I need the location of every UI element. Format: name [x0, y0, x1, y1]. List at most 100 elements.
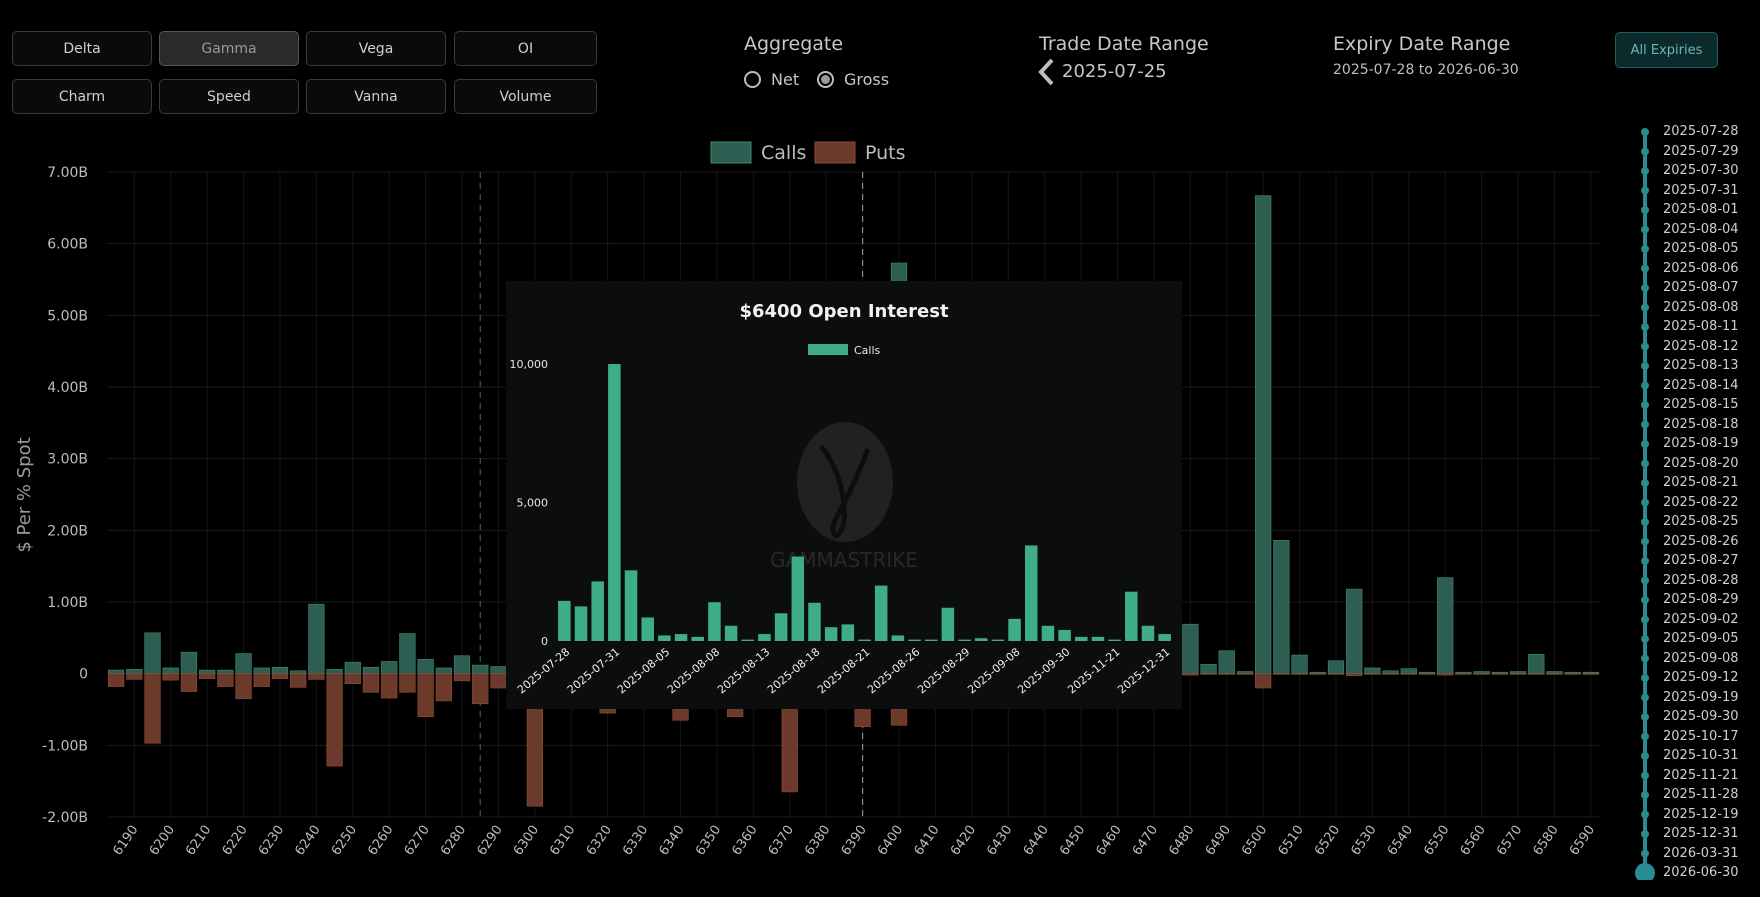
timeline-dot[interactable] — [1641, 245, 1649, 253]
timeline-dot[interactable] — [1641, 498, 1649, 507]
timeline-dot[interactable] — [1641, 654, 1649, 663]
timeline-dot[interactable] — [1641, 596, 1649, 604]
timeline-dot[interactable] — [1641, 342, 1649, 351]
calls-bar[interactable] — [1473, 671, 1490, 674]
popup-calls-bar[interactable] — [658, 635, 671, 641]
puts-bar[interactable] — [453, 673, 471, 682]
puts-bar[interactable] — [162, 673, 179, 681]
calls-bar[interactable] — [126, 669, 143, 674]
calls-bar[interactable] — [1509, 671, 1527, 674]
popup-calls-bar[interactable] — [874, 585, 888, 641]
expiry-date-label[interactable]: 2025-12-31 — [1663, 826, 1739, 841]
puts-bar[interactable] — [107, 673, 125, 687]
puts-bar[interactable] — [435, 673, 452, 702]
puts-bar[interactable] — [1346, 673, 1363, 677]
expiry-date-label[interactable]: 2025-09-19 — [1663, 689, 1739, 705]
puts-bar[interactable] — [326, 673, 343, 767]
timeline-dot[interactable] — [1641, 420, 1649, 429]
calls-bar[interactable] — [435, 667, 452, 674]
puts-bar[interactable] — [1364, 673, 1381, 675]
popup-calls-bar[interactable] — [1091, 636, 1105, 641]
expiry-date-label[interactable]: 2025-07-31 — [1663, 182, 1739, 198]
expiry-date-label[interactable]: 2025-08-21 — [1663, 475, 1739, 490]
calls-bar[interactable] — [472, 664, 489, 674]
popup-calls-bar[interactable] — [608, 364, 621, 641]
puts-bar[interactable] — [1400, 673, 1417, 675]
puts-bar[interactable] — [1218, 673, 1235, 675]
expiry-date-label[interactable]: 2025-08-20 — [1663, 455, 1739, 471]
expiry-date-label[interactable]: 2025-09-30 — [1663, 709, 1739, 724]
puts-bar[interactable] — [490, 673, 507, 689]
timeline-dot[interactable] — [1641, 381, 1649, 390]
puts-bar[interactable] — [1200, 673, 1217, 675]
popup-calls-bar[interactable] — [1058, 629, 1071, 641]
puts-bar[interactable] — [1473, 673, 1490, 675]
popup-calls-bar[interactable] — [941, 607, 955, 641]
calls-bar[interactable] — [490, 666, 507, 674]
puts-bar[interactable] — [1509, 673, 1527, 675]
popup-calls-bar[interactable] — [858, 639, 871, 641]
expiry-date-label[interactable]: 2025-09-12 — [1663, 670, 1739, 685]
calls-bar[interactable] — [1528, 654, 1545, 674]
puts-bar[interactable] — [1291, 673, 1308, 675]
expiry-date-label[interactable]: 2025-11-21 — [1663, 767, 1739, 783]
puts-bar[interactable] — [144, 673, 161, 744]
calls-bar[interactable] — [1437, 577, 1454, 674]
popup-calls-bar[interactable] — [758, 634, 771, 641]
puts-bar[interactable] — [1491, 673, 1508, 675]
calls-bar[interactable] — [144, 632, 161, 674]
popup-calls-bar[interactable] — [791, 556, 805, 641]
expiry-date-label[interactable]: 2025-08-28 — [1663, 572, 1739, 588]
timeline-dot[interactable] — [1641, 537, 1649, 546]
timeline-dot[interactable] — [1641, 284, 1649, 292]
popup-calls-bar[interactable] — [841, 624, 855, 641]
timeline-dot[interactable] — [1641, 791, 1649, 799]
popup-calls-bar[interactable] — [774, 613, 788, 641]
timeline-dot[interactable] — [1641, 615, 1649, 624]
puts-bar[interactable] — [1455, 673, 1472, 675]
expiry-date-label[interactable]: 2025-07-28 — [1663, 124, 1739, 139]
puts-bar[interactable] — [271, 673, 289, 679]
calls-bar[interactable] — [417, 659, 434, 674]
puts-bar[interactable] — [1182, 673, 1199, 676]
expiry-timeline[interactable] — [1630, 120, 1660, 880]
expiry-date-label[interactable]: 2025-08-25 — [1663, 514, 1739, 529]
calls-bar[interactable] — [199, 669, 216, 674]
timeline-dot[interactable] — [1641, 576, 1649, 585]
timeline-dot[interactable] — [1641, 635, 1649, 643]
expiry-date-label[interactable]: 2025-08-14 — [1663, 377, 1739, 393]
calls-bar[interactable] — [344, 661, 361, 674]
calls-bar[interactable] — [1182, 623, 1199, 674]
popup-calls-bar[interactable] — [1141, 625, 1155, 641]
legend-calls-swatch[interactable] — [710, 141, 752, 164]
timeline-dot[interactable] — [1641, 225, 1649, 234]
timeline-handle[interactable] — [1635, 863, 1655, 880]
legend-puts-label[interactable]: Puts — [865, 142, 906, 164]
expiry-date-label[interactable]: 2026-06-30 — [1663, 865, 1739, 880]
calls-bar[interactable] — [1546, 671, 1563, 674]
popup-calls-bar[interactable] — [558, 600, 571, 641]
calls-bar[interactable] — [1291, 654, 1308, 674]
net-radio[interactable]: Net — [744, 70, 799, 89]
popup-calls-bar[interactable] — [1125, 591, 1138, 641]
calls-bar[interactable] — [1255, 195, 1272, 674]
expiry-date-label[interactable]: 2025-08-01 — [1663, 202, 1739, 217]
calls-bar[interactable] — [162, 667, 179, 674]
expiry-date-label[interactable]: 2025-08-04 — [1663, 221, 1739, 237]
timeline-dot[interactable] — [1641, 732, 1649, 741]
popup-calls-bar[interactable] — [1025, 545, 1038, 641]
expiry-date-label[interactable]: 2025-08-29 — [1663, 592, 1739, 607]
expiry-date-label[interactable]: 2025-08-26 — [1663, 533, 1739, 549]
calls-bar[interactable] — [235, 653, 252, 674]
expiry-date-label[interactable]: 2025-12-19 — [1663, 806, 1739, 822]
popup-calls-bar[interactable] — [674, 634, 688, 641]
expiry-date-label[interactable]: 2025-10-17 — [1663, 728, 1739, 744]
timeline-dot[interactable] — [1641, 459, 1649, 468]
expiry-date-label[interactable]: 2025-08-06 — [1663, 260, 1739, 276]
expiry-date-label[interactable]: 2025-09-02 — [1663, 611, 1739, 627]
popup-calls-bar[interactable] — [991, 639, 1005, 641]
timeline-dot[interactable] — [1641, 323, 1649, 331]
timeline-dot[interactable] — [1641, 206, 1649, 214]
puts-bar[interactable] — [1528, 673, 1545, 675]
timeline-dot[interactable] — [1641, 303, 1649, 312]
